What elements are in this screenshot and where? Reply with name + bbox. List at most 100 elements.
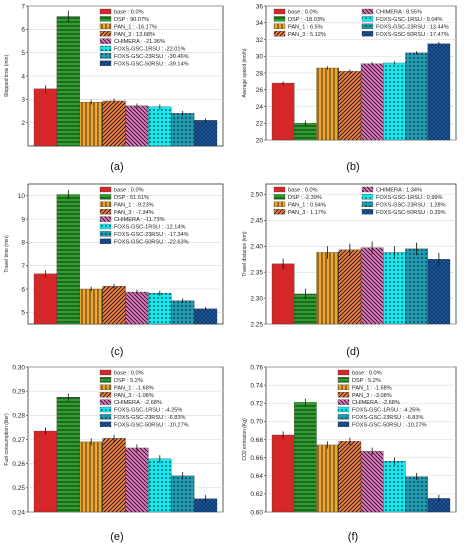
bar — [338, 441, 362, 513]
y-tick-label: 0.68 — [250, 437, 263, 444]
y-tick-label: 10 — [18, 193, 26, 200]
legend-label: FOXS-GSC-1RSU : 0.99% — [376, 195, 443, 201]
y-tick-label: 24 — [256, 104, 264, 111]
legend-label: PAN_1 : -1.68% — [114, 385, 154, 391]
panel-caption: (f) — [348, 531, 358, 543]
legend-label: FOXS-GSC-23RSU : -30.46% — [114, 54, 189, 60]
legend-label: DSP : -2.39% — [288, 195, 322, 201]
bar — [33, 273, 58, 325]
legend-label: DSP : 5.2% — [352, 378, 381, 384]
y-tick-label: 2.45 — [250, 218, 263, 225]
y-tick-label: 28 — [256, 70, 264, 77]
bar — [427, 259, 451, 325]
legend-label: FOXS-GSC-50RSU : 17.47% — [376, 32, 449, 38]
legend-label: PAN_3 : -3.08% — [352, 393, 392, 399]
legend-swatch — [99, 31, 112, 37]
bar — [316, 444, 339, 513]
legend-swatch — [361, 201, 374, 207]
legend-label: PAN_3 : -1.08% — [114, 393, 154, 399]
legend-label: FOXS-GSC-23RSU : 13.44% — [376, 24, 449, 30]
legend-swatch — [99, 216, 112, 222]
bar — [193, 308, 218, 325]
legend-swatch — [99, 209, 112, 215]
legend-label: DSP : -18.03% — [288, 17, 325, 23]
legend-swatch — [361, 194, 374, 200]
legend-label: FOXS-GSC-23RSU : -6.83% — [114, 415, 186, 421]
legend: base : 0.0%DSP : 51.51%PAN_1 : -9.23% PAN… — [99, 186, 189, 245]
panel-caption: (d) — [346, 346, 359, 358]
bar — [33, 430, 58, 513]
panel-caption: (e) — [110, 531, 123, 543]
y-tick-label: 0.74 — [250, 382, 263, 389]
y-tick-label: 0.76 — [250, 364, 263, 371]
legend-label: CHIMERA : -2.68% — [352, 400, 400, 406]
y-tick-label: 2.30 — [250, 295, 263, 302]
y-tick-label: 7 — [21, 263, 25, 270]
legend-swatch — [273, 31, 286, 37]
bar — [125, 447, 149, 513]
y-tick-label: 2 — [21, 120, 25, 127]
bar — [271, 82, 295, 141]
bar — [79, 288, 103, 325]
legend-label: CHIMERA : -2.68% — [114, 400, 162, 406]
legend-swatch — [273, 194, 286, 200]
y-tick-label: 0.24 — [12, 509, 25, 516]
y-axis-label: Travel time (min) — [4, 235, 10, 273]
bar — [338, 249, 362, 325]
legend-label: base : 0.0% — [114, 10, 144, 16]
legend-swatch — [99, 23, 112, 29]
chart-panel: 0.60 0.62 0.64 0.66 0.68 0.70 0.72 0.74 0.76 CO2 … — [242, 364, 457, 543]
y-tick-label: 26 — [256, 87, 264, 94]
y-tick-label: 0.27 — [12, 437, 25, 444]
bar — [79, 101, 103, 147]
legend-label: PAN_1 : -9.23% — [114, 202, 154, 208]
legend-swatch — [99, 16, 112, 22]
bar — [148, 458, 172, 513]
legend-swatch — [99, 399, 112, 405]
bar — [79, 441, 103, 513]
legend-label: DSP : 90.07% — [114, 17, 149, 23]
legend-swatch — [99, 8, 112, 15]
legend-swatch — [99, 231, 112, 237]
legend-swatch — [337, 369, 350, 376]
bar — [193, 120, 218, 147]
legend-swatch — [99, 223, 112, 230]
legend-swatch — [99, 392, 112, 398]
bar — [148, 106, 172, 147]
bar — [148, 293, 172, 325]
bar — [271, 263, 295, 325]
y-tick-label: 0.70 — [250, 419, 263, 426]
bar — [102, 438, 126, 513]
legend-swatch — [337, 384, 350, 390]
legend-swatch — [337, 377, 350, 383]
y-tick-label: 0.29 — [12, 388, 25, 395]
panel-caption: (b) — [346, 161, 359, 173]
y-tick-label: 0.26 — [12, 461, 25, 468]
chart-panel: 2.25 2.30 2.35 2.40 2.45 2.50 Travel distance … — [242, 183, 457, 358]
bar — [125, 105, 149, 147]
legend-label: FOXS-GSC-23RSU : 1.28% — [376, 202, 446, 208]
legend-swatch — [99, 238, 112, 244]
legend-label: FOXS-GSC-23RSU : -6.83% — [352, 415, 424, 421]
y-tick-label: 0.60 — [250, 509, 263, 516]
y-tick-label: 20 — [256, 137, 264, 144]
legend-label: FOXS-GSC-50RSU : -10.27% — [352, 422, 427, 428]
legend: base : 0.0%DSP : 5.2%PAN_1 : -1.68% PAN_3… — [337, 369, 427, 428]
y-tick-label: 6 — [21, 27, 25, 34]
y-tick-label: 32 — [256, 37, 264, 44]
y-tick-label: 0.62 — [250, 491, 263, 498]
legend-label: DSP : 51.51% — [114, 195, 149, 201]
legend-label: CHIMERA : -11.73% — [114, 217, 165, 223]
y-tick-label: 0.30 — [12, 364, 25, 371]
legend-swatch — [99, 60, 112, 66]
bar — [294, 402, 317, 513]
y-axis-label: Travel distance (km) — [242, 231, 248, 276]
legend-label: FOXS-GSC-23RSU : -17.34% — [114, 232, 189, 238]
legend-label: FOXS-GSC-50RSU : -22.63% — [114, 239, 189, 245]
y-tick-label: 2.50 — [250, 192, 263, 199]
chart-panel: 0.24 0.25 0.26 0.27 0.28 0.29 0.30 Fuel consump… — [4, 364, 224, 543]
legend-swatch — [361, 209, 374, 215]
y-tick-label: 36 — [256, 3, 264, 10]
y-tick-label: 0.72 — [250, 401, 263, 408]
y-tick-label: 2.35 — [250, 269, 263, 276]
